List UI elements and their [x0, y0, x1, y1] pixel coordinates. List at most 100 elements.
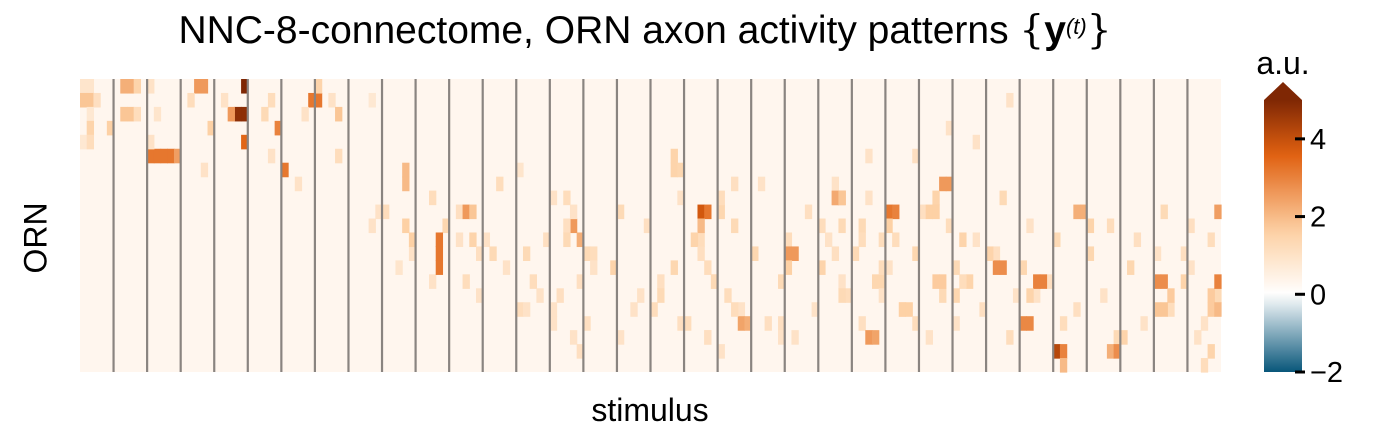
heatmap-cell	[86, 120, 95, 136]
heatmap-cell	[704, 330, 712, 345]
heatmap-cell	[402, 218, 410, 234]
heatmap-cell	[1106, 218, 1115, 234]
heatmap-cell	[643, 218, 652, 234]
heatmap-cell	[1113, 330, 1121, 345]
heatmap-cell	[1080, 204, 1088, 220]
heatmap-cell	[818, 260, 826, 275]
colorbar-tick-label: 0	[1310, 279, 1326, 311]
heatmap-cell	[1214, 204, 1222, 220]
heatmap-cell	[1106, 344, 1115, 359]
heatmap-cell	[462, 274, 470, 289]
heatmap-cell	[838, 218, 846, 234]
title-vector: y	[1044, 9, 1066, 52]
heatmap-cell	[737, 316, 746, 331]
heatmap-cell	[892, 232, 900, 248]
heatmap-cell	[314, 79, 323, 94]
heatmap-cell	[630, 302, 638, 317]
heatmap-cell	[516, 302, 524, 317]
heatmap-cell	[106, 120, 115, 136]
heatmap-cell	[945, 120, 954, 136]
heatmap-cell	[234, 106, 242, 122]
heatmap-cell	[657, 288, 665, 303]
heatmap-cell	[710, 274, 719, 289]
heatmap-cell	[838, 274, 846, 289]
heatmap-cell	[120, 79, 128, 94]
heatmap-cell	[1039, 274, 1048, 289]
heatmap-cell	[395, 260, 403, 275]
heatmap-cell	[200, 79, 209, 94]
heatmap-cell	[126, 79, 135, 94]
heatmap-cell	[1207, 302, 1215, 317]
heatmap-cell	[241, 79, 249, 94]
heatmap-cell	[314, 92, 323, 108]
heatmap-cell	[865, 190, 873, 206]
heatmap-cell	[462, 204, 470, 220]
heatmap-cell	[187, 92, 195, 108]
heatmap-cell	[1187, 218, 1195, 234]
heatmap-cell	[677, 316, 685, 331]
heatmap-cell	[301, 106, 309, 122]
title-brace-close: }	[1086, 8, 1112, 53]
heatmap-cell	[1026, 218, 1034, 234]
heatmap-cell	[1012, 288, 1021, 303]
heatmap-cell	[1019, 260, 1027, 275]
heatmap-cell	[167, 148, 175, 164]
heatmap-cell	[1127, 260, 1135, 275]
heatmap-cell	[918, 204, 927, 220]
heatmap-cell	[650, 302, 658, 317]
heatmap-cell	[274, 120, 282, 136]
heatmap-cell	[791, 246, 799, 261]
heatmap-cell	[1180, 246, 1189, 261]
heatmap-cell	[945, 176, 954, 192]
heatmap-cell	[912, 316, 920, 331]
heatmap-cell	[1113, 344, 1121, 359]
heatmap-cell	[610, 260, 618, 275]
heatmap-cell	[536, 288, 544, 303]
heatmap-cell	[590, 246, 598, 261]
heatmap-cell	[885, 204, 893, 220]
heatmap-cell	[959, 274, 967, 289]
heatmap-cell	[569, 204, 578, 220]
heatmap-cell	[569, 330, 578, 345]
heatmap-cell	[1006, 92, 1014, 108]
heatmap-cell	[878, 288, 887, 303]
heatmap-cell	[1153, 246, 1162, 261]
heatmap-cell	[1194, 330, 1202, 345]
heatmap-cell	[1207, 288, 1215, 303]
heatmap-cell	[241, 106, 249, 122]
heatmap-cell	[858, 316, 866, 331]
heatmap-cell	[811, 302, 819, 317]
heatmap-cell	[939, 274, 947, 289]
heatmap-cell	[1160, 204, 1168, 220]
heatmap-cell	[80, 134, 88, 150]
heatmap-cell	[1140, 316, 1148, 331]
heatmap-cell	[778, 274, 786, 289]
heatmap-cell	[925, 330, 933, 345]
heatmap-cell	[267, 92, 276, 108]
heatmap-cell	[569, 218, 578, 234]
heatmap-cell	[731, 218, 739, 234]
heatmap-cell	[1214, 274, 1222, 289]
heatmap-cell	[563, 190, 571, 206]
heatmap-cell	[294, 176, 303, 192]
heatmap-cell	[1133, 232, 1142, 248]
title-brace-open: {	[1019, 8, 1045, 53]
heatmap-cell	[469, 204, 477, 220]
heatmap-cell	[583, 246, 591, 261]
heatmap-cell	[1059, 358, 1068, 373]
heatmap-cell	[86, 134, 95, 150]
heatmap-cell	[1086, 246, 1095, 261]
heatmap-cell	[200, 162, 209, 178]
heatmap-cell	[871, 330, 880, 345]
colorbar-extend-max-triangle	[1264, 82, 1302, 100]
heatmap-cell	[133, 106, 141, 122]
heatmap-cell	[878, 260, 887, 275]
heatmap-cell	[1006, 330, 1014, 345]
heatmap-cell	[697, 204, 705, 220]
heatmap-cell	[784, 246, 793, 261]
heatmap-cell	[549, 316, 558, 331]
heatmap-cell	[429, 190, 437, 206]
heatmap-cell	[1059, 344, 1068, 359]
heatmap-cell	[979, 302, 987, 317]
heatmap-cell	[784, 232, 793, 248]
